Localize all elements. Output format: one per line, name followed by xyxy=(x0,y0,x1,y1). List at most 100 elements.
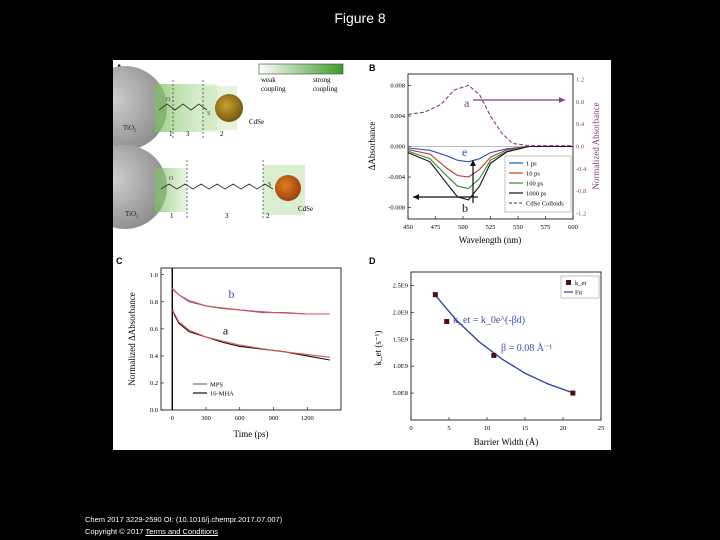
plot-d-xtick-label: 15 xyxy=(522,425,529,432)
region-3-bottom: 3 xyxy=(225,212,229,220)
region-2-bottom: 2 xyxy=(266,212,270,220)
atom-o-top: O xyxy=(166,97,171,103)
panel-c: C 0 300 600 900 1200 1.0 0.8 0.6 0.4 0.2 0.0 b a MPS 1… xyxy=(116,256,342,439)
plot-b-legend-label: 100 ps xyxy=(526,181,544,188)
plot-b-legend-label: 10 ps xyxy=(526,171,540,178)
plot-c-ytick-label: 0.8 xyxy=(150,299,158,306)
chart-d-marks: 0 5 10 15 20 25 2.5E9 2.0E9 1.5E9 1.0E9 5.0E8 k_et F… xyxy=(393,275,604,432)
plot-d-legend-label: Fit xyxy=(575,290,582,297)
plot-c-series-line xyxy=(171,309,330,358)
region-2-top: 2 xyxy=(220,130,224,138)
plot-d-data-point xyxy=(432,292,438,298)
chart-c-marks: 0 300 600 900 1200 1.0 0.8 0.6 0.4 0.2 0.0 b a MPS 16-… xyxy=(150,268,330,422)
plot-d-ytick-label: 2.0E9 xyxy=(393,309,408,316)
terms-link[interactable]: Terms and Conditions xyxy=(145,527,218,536)
plot-b-xtick-label: 600 xyxy=(568,224,578,231)
plot-c-xtick-label: 600 xyxy=(235,415,245,422)
coupling-gradient-bar xyxy=(258,63,344,75)
plot-b-ytick-right-label: -1.2 xyxy=(576,210,586,217)
plot-b-ytick-right-label: 0.4 xyxy=(576,121,585,128)
plot-b-xtick-label: 525 xyxy=(486,224,496,231)
plot-b-ytick-right-label: -0.8 xyxy=(576,188,586,195)
footer-copyright-line: Copyright © 2017 Terms and Conditions xyxy=(85,527,218,536)
region-3-top: 3 xyxy=(186,130,190,138)
cdse-label-top: CdSe xyxy=(249,118,264,126)
plot-c-frame xyxy=(160,267,342,411)
cdse-sphere-top xyxy=(215,94,243,122)
plot-b-legend-label: 1 ps xyxy=(526,161,537,168)
coupling-band-bottom-left xyxy=(155,168,187,212)
plot-b-series-line xyxy=(407,145,573,201)
plot-b-legend-label: 1000 ps xyxy=(526,191,547,198)
plot-b-xlabel: Wavelength (nm) xyxy=(459,235,522,245)
plot-d-ytick-label: 5.0E8 xyxy=(393,390,408,397)
plot-b-annotation: e xyxy=(462,145,467,159)
plot-b-series-line xyxy=(407,145,573,178)
plot-c-series-line xyxy=(171,287,330,315)
plot-c-legend-label: 16-MHA xyxy=(210,391,234,398)
plot-b-xtick-label: 475 xyxy=(431,224,441,231)
cdse-sphere-bottom xyxy=(275,175,301,201)
plot-d-data-point xyxy=(570,390,576,396)
plot-c-ytick-label: 1.0 xyxy=(150,272,158,279)
plot-d-data-point xyxy=(491,352,497,358)
plot-b-legend-label: CdSe Colloids xyxy=(526,201,564,208)
atom-s-top: S xyxy=(207,111,210,117)
plot-b-ytick-right-label: 0.0 xyxy=(576,144,584,151)
plot-b-ytick-label: 0.008 xyxy=(390,82,405,89)
plot-c-series-line xyxy=(171,287,330,315)
atom-s-bottom: S xyxy=(268,182,271,188)
plot-b-ytick-label: 0.000 xyxy=(390,144,405,151)
chart-b-marks: 450 475 500 525 550 575 600 0.008 0.004 0.000 -0.0… xyxy=(388,77,587,231)
plot-c-xlabel: Time (ps) xyxy=(234,429,269,439)
plot-b-arrow-up-head xyxy=(470,160,476,166)
plot-c-xtick-label: 900 xyxy=(269,415,279,422)
plot-d-beta: β = 0.08 Å⁻¹ xyxy=(501,342,552,354)
plot-b-ytick-label: -0.008 xyxy=(388,205,405,212)
plot-d-equation: k_et = k_0e^(-βd) xyxy=(453,315,525,326)
plot-b-arrow-left-head xyxy=(413,194,419,200)
figure-image: A weak coupling strong coupling O S TiO₂… xyxy=(113,60,611,450)
footer-copyright: Copyright © 2017 xyxy=(85,527,144,536)
plot-c-ylabel: Normalized ΔAbsorbance xyxy=(127,292,137,386)
plot-b-xtick-label: 500 xyxy=(458,224,468,231)
plot-d-xlabel: Barrier Width (Å) xyxy=(474,437,538,447)
plot-b-ytick-right-label: 0.8 xyxy=(576,99,584,106)
plot-d-ytick-label: 1.0E9 xyxy=(393,363,408,370)
panel-b-label: B xyxy=(369,63,376,73)
tio2-sphere-top xyxy=(113,66,167,150)
legend-coupling-right: coupling xyxy=(313,85,338,93)
plot-d-xtick-label: 5 xyxy=(447,425,450,432)
region-1-bottom: 1 xyxy=(170,212,174,220)
legend-weak: weak xyxy=(261,76,276,84)
plot-d-data-point xyxy=(444,319,450,325)
footer-citation: Chem 2017 3229-2590 OI: (10.1016/j.chemp… xyxy=(85,515,283,524)
tio2-sphere-bottom xyxy=(113,145,167,229)
plot-b-ylabel-right: Normalized Absorbance xyxy=(591,102,601,189)
plot-c-annotation: a xyxy=(223,323,229,337)
plot-d-xtick-label: 10 xyxy=(484,425,491,432)
plot-b-ytick-label: 0.004 xyxy=(390,113,405,120)
plot-d-ylabel: k_et (s⁻¹) xyxy=(373,331,383,366)
plot-b-ytick-right-label: -0.4 xyxy=(576,166,587,173)
plot-d-fit-line xyxy=(433,293,571,393)
slide-title: Figure 8 xyxy=(334,10,386,26)
plot-b-xtick-label: 450 xyxy=(403,224,413,231)
plot-b-annotation: b xyxy=(462,201,468,215)
cdse-label-bottom: CdSe xyxy=(298,205,313,213)
legend-strong: strong xyxy=(313,76,331,84)
plot-c-ytick-label: 0.0 xyxy=(150,407,158,414)
plot-c-ytick-label: 0.6 xyxy=(150,326,159,333)
plot-d-xtick-label: 0 xyxy=(409,425,412,432)
plot-c-series-line xyxy=(171,308,330,361)
plot-b-arrow-a-head xyxy=(559,97,565,103)
plot-b-ytick-label: -0.004 xyxy=(388,174,406,181)
chain-top xyxy=(158,103,208,111)
plot-c-legend-label: MPS xyxy=(210,382,223,389)
plot-c-ytick-label: 0.2 xyxy=(150,380,158,387)
coupling-band-top xyxy=(155,84,217,132)
plot-c-annotation: b xyxy=(229,287,235,301)
panel-b: B 450 475 500 525 550 575 600 0.008 0.004 0.000 -0… xyxy=(367,63,601,245)
panel-a: A weak coupling strong coupling O S TiO₂… xyxy=(113,63,344,229)
atom-o-bottom: O xyxy=(169,176,174,182)
